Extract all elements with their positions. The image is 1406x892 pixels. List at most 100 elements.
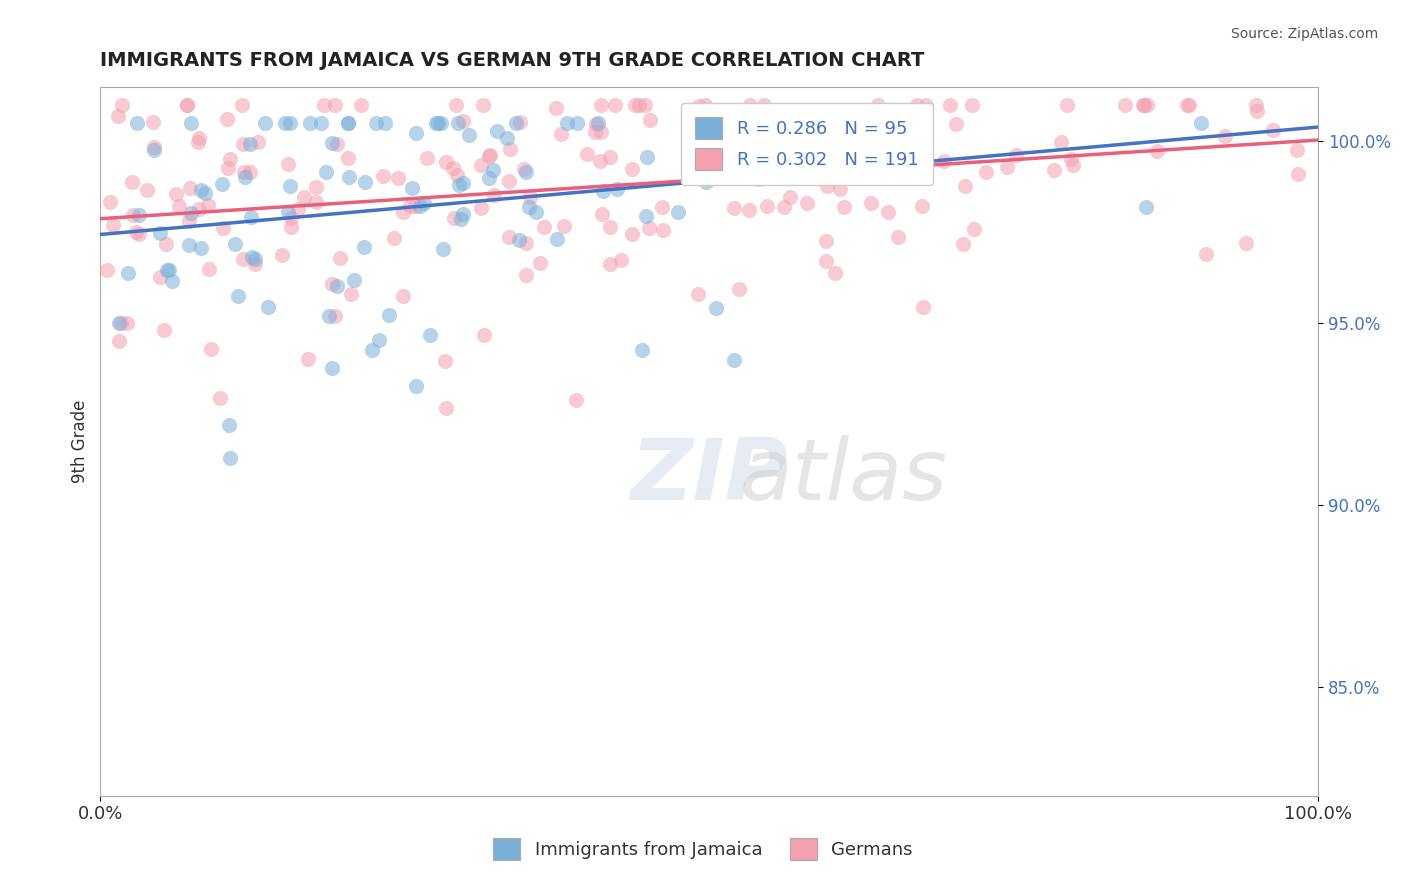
Point <box>149 269 172 284</box>
Point <box>515 165 537 179</box>
Legend: R = 0.286   N = 95, R = 0.302   N = 191: R = 0.286 N = 95, R = 0.302 N = 191 <box>681 103 932 185</box>
Point <box>278 116 301 130</box>
Point <box>519 190 541 204</box>
Point <box>211 177 233 191</box>
Point <box>693 97 716 112</box>
Point <box>508 233 530 247</box>
Point <box>115 316 138 330</box>
Point <box>824 266 846 280</box>
Point <box>720 140 742 154</box>
Point <box>387 170 409 185</box>
Point <box>482 163 505 178</box>
Point <box>382 231 405 245</box>
Point <box>232 252 254 267</box>
Point <box>939 97 962 112</box>
Point <box>321 136 343 150</box>
Point <box>1286 143 1309 157</box>
Point <box>354 175 377 189</box>
Point <box>254 116 277 130</box>
Point <box>915 97 938 112</box>
Point <box>740 163 762 178</box>
Point <box>544 101 567 115</box>
Point <box>176 97 198 112</box>
Point <box>233 170 256 185</box>
Point <box>329 251 352 265</box>
Point <box>404 199 426 213</box>
Point <box>704 301 727 315</box>
Point <box>848 116 870 130</box>
Point <box>444 97 467 112</box>
Point <box>1146 145 1168 159</box>
Point <box>471 97 494 112</box>
Point <box>305 180 328 194</box>
Point <box>496 131 519 145</box>
Point <box>815 178 838 193</box>
Point <box>1135 200 1157 214</box>
Point <box>122 208 145 222</box>
Point <box>179 181 201 195</box>
Point <box>652 223 675 237</box>
Point <box>336 116 359 130</box>
Point <box>1043 162 1066 177</box>
Point <box>190 241 212 255</box>
Point <box>678 125 700 139</box>
Point <box>620 227 643 241</box>
Point <box>546 232 568 246</box>
Point <box>446 168 468 182</box>
Point <box>453 176 475 190</box>
Point <box>565 116 588 130</box>
Point <box>1049 135 1071 149</box>
Point <box>583 124 606 138</box>
Point <box>416 151 439 165</box>
Point <box>447 116 470 130</box>
Point <box>498 174 520 188</box>
Point <box>339 170 361 185</box>
Point <box>321 277 343 291</box>
Point <box>232 137 254 152</box>
Point <box>624 97 647 112</box>
Point <box>443 211 465 226</box>
Point <box>484 187 506 202</box>
Point <box>631 343 654 357</box>
Point <box>728 282 751 296</box>
Point <box>599 220 621 235</box>
Point <box>353 240 375 254</box>
Point <box>218 417 240 432</box>
Point <box>398 199 420 213</box>
Point <box>200 342 222 356</box>
Point <box>752 97 775 112</box>
Point <box>239 165 262 179</box>
Point <box>336 116 359 130</box>
Point <box>1286 167 1309 181</box>
Point <box>108 334 131 349</box>
Point <box>297 351 319 366</box>
Point <box>273 116 295 130</box>
Point <box>866 97 889 112</box>
Point <box>952 236 974 251</box>
Point <box>312 97 335 112</box>
Point <box>457 128 479 142</box>
Point <box>470 201 492 215</box>
Point <box>323 97 346 112</box>
Point <box>188 131 211 145</box>
Point <box>425 116 447 130</box>
Point <box>882 121 904 136</box>
Point <box>167 199 190 213</box>
Point <box>110 317 132 331</box>
Point <box>830 182 852 196</box>
Point <box>350 97 373 112</box>
Point <box>323 310 346 324</box>
Point <box>240 250 263 264</box>
Point <box>243 257 266 271</box>
Point <box>179 237 201 252</box>
Point <box>243 252 266 267</box>
Point <box>1056 97 1078 112</box>
Point <box>585 117 607 131</box>
Point <box>912 300 935 314</box>
Point <box>215 112 238 126</box>
Point <box>374 116 396 130</box>
Point <box>755 199 778 213</box>
Point <box>727 153 749 167</box>
Point <box>553 219 575 233</box>
Point <box>513 161 536 176</box>
